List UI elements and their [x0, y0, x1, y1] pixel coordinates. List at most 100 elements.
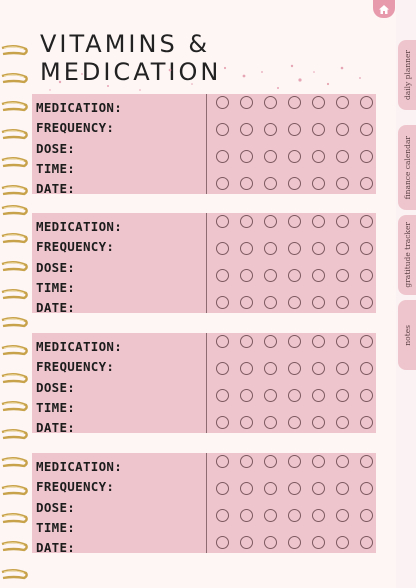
dose-checkbox[interactable] — [240, 416, 253, 429]
dose-checkbox[interactable] — [288, 536, 301, 549]
dose-checkbox[interactable] — [240, 296, 253, 309]
dose-checkbox[interactable] — [360, 455, 373, 468]
dose-checkbox[interactable] — [336, 416, 349, 429]
dose-checkbox[interactable] — [336, 123, 349, 136]
dose-checkbox[interactable] — [240, 389, 253, 402]
dose-checkbox[interactable] — [288, 296, 301, 309]
dose-checkbox[interactable] — [216, 335, 229, 348]
entry-fields[interactable]: MEDICATION: FREQUENCY: DOSE: TIME: DATE: — [32, 453, 206, 555]
tab-finance-calendar[interactable]: finance calendar — [398, 125, 416, 210]
dose-checkbox[interactable] — [360, 123, 373, 136]
tab-gratitude-tracker[interactable]: gratitude tracker — [398, 215, 416, 295]
dose-checkbox[interactable] — [240, 150, 253, 163]
dose-checkbox[interactable] — [288, 335, 301, 348]
dose-checkbox[interactable] — [288, 177, 301, 190]
dose-checkbox[interactable] — [240, 242, 253, 255]
dose-checkbox[interactable] — [312, 362, 325, 375]
dose-checkbox[interactable] — [288, 269, 301, 282]
entry-fields[interactable]: MEDICATION: FREQUENCY: DOSE: TIME: DATE: — [32, 213, 206, 315]
dose-checkbox[interactable] — [312, 123, 325, 136]
dose-checkbox[interactable] — [216, 509, 229, 522]
dose-checkbox[interactable] — [336, 455, 349, 468]
dose-checkbox[interactable] — [240, 215, 253, 228]
dose-checkbox[interactable] — [264, 177, 277, 190]
dose-checkbox[interactable] — [336, 215, 349, 228]
dose-checkbox[interactable] — [312, 177, 325, 190]
dose-checkbox[interactable] — [360, 215, 373, 228]
dose-checkbox[interactable] — [288, 123, 301, 136]
dose-checkbox[interactable] — [336, 296, 349, 309]
dose-checkbox[interactable] — [360, 362, 373, 375]
dose-checkbox[interactable] — [264, 269, 277, 282]
dose-checkbox[interactable] — [240, 96, 253, 109]
dose-checkbox[interactable] — [312, 150, 325, 163]
dose-checkbox[interactable] — [216, 215, 229, 228]
dose-checkbox[interactable] — [360, 389, 373, 402]
dose-checkbox[interactable] — [264, 296, 277, 309]
dose-checkbox[interactable] — [264, 123, 277, 136]
dose-checkbox[interactable] — [288, 242, 301, 255]
dose-checkbox[interactable] — [288, 416, 301, 429]
dose-checkbox[interactable] — [360, 296, 373, 309]
dose-checkbox[interactable] — [264, 509, 277, 522]
dose-checkbox[interactable] — [312, 296, 325, 309]
dose-checkbox[interactable] — [336, 389, 349, 402]
dose-checkbox[interactable] — [216, 177, 229, 190]
dose-checkbox[interactable] — [336, 242, 349, 255]
entry-fields[interactable]: MEDICATION: FREQUENCY: DOSE: TIME: DATE: — [32, 333, 206, 435]
dose-checkbox[interactable] — [216, 123, 229, 136]
dose-checkbox[interactable] — [336, 269, 349, 282]
dose-checkbox[interactable] — [288, 455, 301, 468]
dose-checkbox[interactable] — [312, 389, 325, 402]
dose-checkbox[interactable] — [312, 509, 325, 522]
dose-checkbox[interactable] — [288, 509, 301, 522]
entry-fields[interactable]: MEDICATION: FREQUENCY: DOSE: TIME: DATE: — [32, 94, 206, 196]
dose-checkbox[interactable] — [264, 150, 277, 163]
dose-checkbox[interactable] — [312, 482, 325, 495]
dose-checkbox[interactable] — [288, 96, 301, 109]
dose-checkbox[interactable] — [240, 335, 253, 348]
dose-checkbox[interactable] — [216, 536, 229, 549]
dose-checkbox[interactable] — [288, 482, 301, 495]
dose-checkbox[interactable] — [360, 509, 373, 522]
dose-checkbox[interactable] — [360, 482, 373, 495]
dose-checkbox[interactable] — [288, 150, 301, 163]
dose-checkbox[interactable] — [264, 242, 277, 255]
dose-checkbox[interactable] — [312, 416, 325, 429]
dose-checkbox[interactable] — [288, 362, 301, 375]
tab-notes[interactable]: notes — [398, 300, 416, 370]
dose-checkbox[interactable] — [336, 509, 349, 522]
dose-checkbox[interactable] — [312, 96, 325, 109]
dose-checkbox[interactable] — [216, 455, 229, 468]
dose-checkbox[interactable] — [312, 242, 325, 255]
dose-checkbox[interactable] — [240, 123, 253, 136]
dose-checkbox[interactable] — [216, 416, 229, 429]
dose-checkbox[interactable] — [312, 335, 325, 348]
dose-checkbox[interactable] — [264, 455, 277, 468]
dose-checkbox[interactable] — [264, 96, 277, 109]
dose-checkbox[interactable] — [336, 150, 349, 163]
dose-checkbox[interactable] — [336, 482, 349, 495]
dose-checkbox[interactable] — [216, 296, 229, 309]
dose-checkbox[interactable] — [216, 96, 229, 109]
dose-checkbox[interactable] — [240, 177, 253, 190]
dose-checkbox[interactable] — [288, 389, 301, 402]
dose-checkbox[interactable] — [216, 150, 229, 163]
dose-checkbox[interactable] — [360, 150, 373, 163]
dose-checkbox[interactable] — [336, 96, 349, 109]
dose-checkbox[interactable] — [216, 482, 229, 495]
dose-checkbox[interactable] — [312, 536, 325, 549]
dose-checkbox[interactable] — [240, 536, 253, 549]
dose-checkbox[interactable] — [360, 416, 373, 429]
dose-checkbox[interactable] — [264, 482, 277, 495]
dose-checkbox[interactable] — [264, 362, 277, 375]
home-button[interactable] — [373, 0, 395, 18]
dose-checkbox[interactable] — [216, 362, 229, 375]
dose-checkbox[interactable] — [360, 269, 373, 282]
dose-checkbox[interactable] — [216, 269, 229, 282]
dose-checkbox[interactable] — [360, 536, 373, 549]
dose-checkbox[interactable] — [240, 269, 253, 282]
dose-checkbox[interactable] — [240, 482, 253, 495]
dose-checkbox[interactable] — [360, 335, 373, 348]
dose-checkbox[interactable] — [240, 455, 253, 468]
